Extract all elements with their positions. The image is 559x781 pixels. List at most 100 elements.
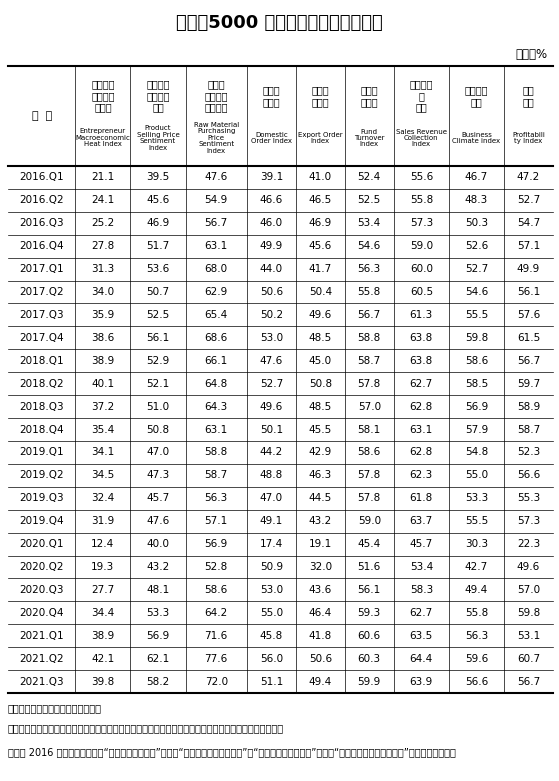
Text: 2019.Q2: 2019.Q2	[20, 470, 64, 480]
Text: 56.6: 56.6	[517, 470, 540, 480]
Text: 58.1: 58.1	[358, 425, 381, 434]
Text: 50.4: 50.4	[309, 287, 332, 297]
Text: 2017.Q4: 2017.Q4	[20, 333, 64, 343]
Text: 49.9: 49.9	[517, 264, 540, 274]
Text: 51.6: 51.6	[358, 562, 381, 572]
Text: 52.6: 52.6	[465, 241, 488, 251]
Text: 58.6: 58.6	[358, 448, 381, 458]
Text: 46.9: 46.9	[146, 218, 169, 228]
Text: 47.0: 47.0	[260, 494, 283, 503]
Text: 56.3: 56.3	[465, 631, 488, 640]
Text: 58.9: 58.9	[517, 401, 540, 412]
Text: 2018.Q3: 2018.Q3	[20, 401, 64, 412]
Text: 19.3: 19.3	[91, 562, 115, 572]
Text: 46.7: 46.7	[465, 173, 488, 183]
Text: 56.7: 56.7	[205, 218, 228, 228]
Text: 58.3: 58.3	[410, 585, 433, 595]
Text: 50.9: 50.9	[260, 562, 283, 572]
Text: 65.4: 65.4	[205, 310, 228, 320]
Text: 2017.Q1: 2017.Q1	[20, 264, 64, 274]
Text: 43.2: 43.2	[309, 516, 332, 526]
Text: 53.0: 53.0	[260, 333, 283, 343]
Text: 57.0: 57.0	[517, 585, 540, 595]
Text: 46.9: 46.9	[309, 218, 332, 228]
Text: 55.0: 55.0	[465, 470, 488, 480]
Text: 62.7: 62.7	[410, 608, 433, 618]
Text: 34.4: 34.4	[91, 608, 115, 618]
Text: 51.1: 51.1	[260, 676, 283, 686]
Text: 2018.Q2: 2018.Q2	[20, 379, 64, 389]
Text: 56.9: 56.9	[465, 401, 488, 412]
Text: 56.9: 56.9	[205, 539, 228, 549]
Text: 62.8: 62.8	[410, 448, 433, 458]
Text: 43.6: 43.6	[309, 585, 332, 595]
Text: 60.6: 60.6	[358, 631, 381, 640]
Text: 60.0: 60.0	[410, 264, 433, 274]
Text: 盈利
指数: 盈利 指数	[523, 85, 534, 107]
Text: 注：本表数值保留一位小数，与同期或与上季相减后的数据与报告有出入的，主要是由于四舍五入引起的。: 注：本表数值保留一位小数，与同期或与上季相减后的数据与报告有出入的，主要是由于四…	[8, 723, 284, 733]
Text: 53.4: 53.4	[410, 562, 433, 572]
Text: 38.6: 38.6	[91, 333, 115, 343]
Text: 50.3: 50.3	[465, 218, 488, 228]
Text: 55.5: 55.5	[465, 516, 488, 526]
Text: 71.6: 71.6	[205, 631, 228, 640]
Text: 56.3: 56.3	[358, 264, 381, 274]
Text: 出口订
单指数: 出口订 单指数	[311, 85, 329, 107]
Text: 53.4: 53.4	[358, 218, 381, 228]
Text: 47.6: 47.6	[205, 173, 228, 183]
Text: 50.6: 50.6	[309, 654, 332, 664]
Text: 49.9: 49.9	[260, 241, 283, 251]
Text: 销货款回
笼
指数: 销货款回 笼 指数	[410, 80, 433, 112]
Text: 54.7: 54.7	[517, 218, 540, 228]
Text: 59.0: 59.0	[358, 516, 381, 526]
Text: 51.7: 51.7	[146, 241, 169, 251]
Text: 61.8: 61.8	[410, 494, 433, 503]
Text: 56.7: 56.7	[517, 356, 540, 366]
Text: 50.7: 50.7	[146, 287, 169, 297]
Text: 30.3: 30.3	[465, 539, 488, 549]
Text: 经营景气
指数: 经营景气 指数	[465, 85, 488, 107]
Text: 77.6: 77.6	[205, 654, 228, 664]
Text: 2021.Q1: 2021.Q1	[20, 631, 64, 640]
Text: 58.7: 58.7	[358, 356, 381, 366]
Text: 44.5: 44.5	[309, 494, 332, 503]
Text: 56.3: 56.3	[205, 494, 228, 503]
Text: 58.8: 58.8	[358, 333, 381, 343]
Text: 66.1: 66.1	[205, 356, 228, 366]
Text: 46.5: 46.5	[309, 195, 332, 205]
Text: 57.8: 57.8	[358, 494, 381, 503]
Text: 57.6: 57.6	[517, 310, 540, 320]
Text: 50.8: 50.8	[146, 425, 169, 434]
Text: 55.3: 55.3	[517, 494, 540, 503]
Text: 40.1: 40.1	[91, 379, 115, 389]
Text: 60.3: 60.3	[358, 654, 381, 664]
Text: 49.6: 49.6	[517, 562, 540, 572]
Text: 数据来源：中国人民銀行调查统计司: 数据来源：中国人民銀行调查统计司	[8, 703, 102, 713]
Text: 34.1: 34.1	[91, 448, 115, 458]
Text: 48.1: 48.1	[146, 585, 169, 595]
Text: 52.9: 52.9	[146, 356, 169, 366]
Text: 63.7: 63.7	[410, 516, 433, 526]
Text: 2017.Q2: 2017.Q2	[20, 287, 64, 297]
Text: 51.0: 51.0	[146, 401, 169, 412]
Text: 43.2: 43.2	[146, 562, 169, 572]
Text: 46.6: 46.6	[260, 195, 283, 205]
Text: 62.1: 62.1	[146, 654, 169, 664]
Text: 45.6: 45.6	[146, 195, 169, 205]
Text: 59.8: 59.8	[517, 608, 540, 618]
Text: 47.6: 47.6	[260, 356, 283, 366]
Text: 56.6: 56.6	[465, 676, 488, 686]
Text: 52.7: 52.7	[517, 195, 540, 205]
Text: 38.9: 38.9	[91, 356, 115, 366]
Text: 41.8: 41.8	[309, 631, 332, 640]
Text: Profitabili
ty Index: Profitabili ty Index	[512, 132, 545, 144]
Text: 44.0: 44.0	[260, 264, 283, 274]
Text: 50.6: 50.6	[260, 287, 283, 297]
Text: Fund
Turnover
Index: Fund Turnover Index	[354, 129, 385, 148]
Text: 22.3: 22.3	[517, 539, 540, 549]
Text: 55.6: 55.6	[410, 173, 433, 183]
Text: 62.7: 62.7	[410, 379, 433, 389]
Text: 国内订
单指数: 国内订 单指数	[263, 85, 280, 107]
Text: 45.0: 45.0	[309, 356, 332, 366]
Text: 40.0: 40.0	[146, 539, 169, 549]
